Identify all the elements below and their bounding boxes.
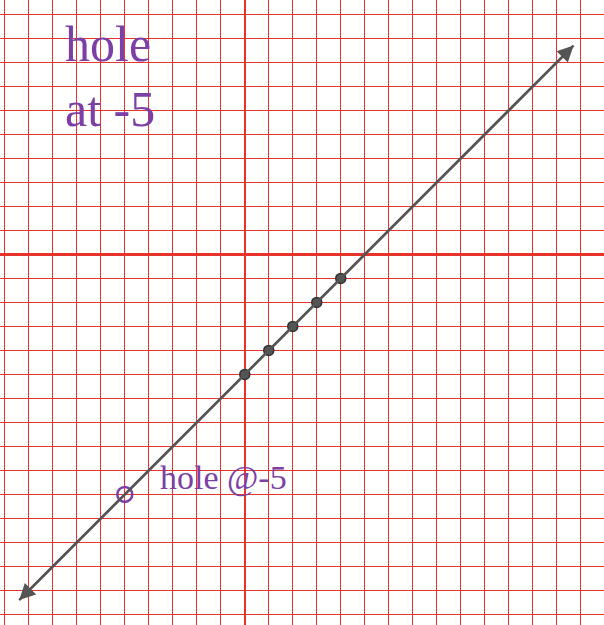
svg-text:holeat -5: holeat -5 xyxy=(65,16,155,137)
svg-text:hole @-5: hole @-5 xyxy=(160,459,287,497)
